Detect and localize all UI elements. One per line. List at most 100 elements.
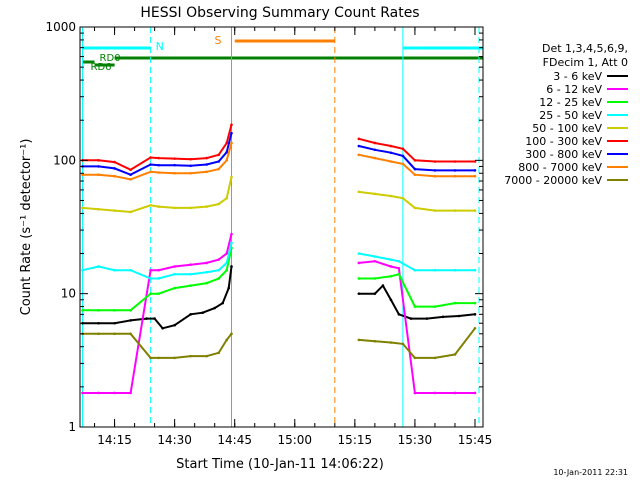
series-point-1 [473,391,477,395]
legend-header-line-2: FDecim 1, Att 0 [543,56,628,69]
series-point-2 [473,301,477,305]
series-point-5 [113,160,116,164]
series-point-3 [230,241,233,245]
series-point-8 [205,354,208,358]
s-label: S [215,34,222,47]
series-point-6 [157,163,160,167]
series-point-5 [389,144,393,148]
series-point-2 [129,309,132,312]
series-point-3 [373,255,377,258]
series-point-3 [205,270,208,274]
series-point-7 [453,174,457,178]
legend-label-0: 3 - 6 keV [553,70,602,83]
series-point-2 [453,301,457,305]
series-point-2 [205,281,208,285]
series-point-4 [453,209,457,212]
series-point-1 [81,391,84,395]
series-point-8 [97,332,100,336]
series-point-1 [97,391,100,395]
series-point-2 [373,277,377,280]
series-point-2 [357,277,361,280]
series-point-4 [205,205,208,208]
series-line-6 [82,132,233,176]
series-point-5 [149,156,152,159]
series-line-8 [358,327,476,359]
series-point-0 [381,284,385,287]
series-point-5 [413,159,417,162]
series-line-4 [82,176,233,214]
series-point-4 [97,207,100,211]
series-point-5 [433,160,437,163]
series-point-1 [453,391,457,395]
series-point-8 [217,351,220,355]
series-point-0 [230,265,233,268]
series-point-7 [413,173,417,177]
series-point-6 [129,173,132,177]
series-point-2 [97,309,100,312]
series-line-4 [358,190,475,212]
series-point-2 [149,292,152,295]
series-point-4 [373,192,377,196]
series-point-4 [230,175,233,179]
series-line-0 [82,266,233,330]
series-point-7 [389,160,393,163]
series-point-4 [157,205,160,208]
series-point-7 [373,156,377,160]
series-point-0 [473,313,477,316]
series-point-5 [357,137,361,141]
series-point-7 [129,178,132,181]
legend-header-line-1: Det 1,3,4,5,6,9, [542,42,628,55]
series-point-8 [413,356,417,360]
series-point-5 [473,160,477,163]
series-point-7 [473,174,477,178]
chart-title: HESSI Observing Summary Count Rates [140,5,419,21]
series-point-0 [409,317,413,320]
series-line-5 [82,124,233,171]
series-point-7 [173,171,176,175]
series-point-2 [389,274,393,278]
series-point-2 [413,305,417,308]
series-line-1 [358,260,475,394]
series-point-6 [473,169,477,172]
series-point-4 [225,196,229,200]
series-point-2 [113,309,116,312]
axes: 14:15 14:30 14:45 15:00 15:15 15:30 15:45 1 10 10… [45,20,492,447]
series-point-8 [149,356,152,360]
legend-label-6: 300 - 800 keV [525,148,602,161]
series-point-1 [225,252,229,255]
rd0-label: RD0 [100,53,121,64]
series-point-7 [225,159,229,162]
series-point-0 [441,315,445,319]
x-tick-label: 14:45 [217,433,252,447]
series-point-3 [97,265,100,268]
series-point-0 [201,311,204,314]
series-point-0 [145,317,148,320]
y-tick-label: 10 [61,287,76,301]
series-line-6 [358,145,475,172]
legend-label-1: 6 - 12 keV [546,83,602,96]
series-point-8 [373,339,377,343]
series-line-7 [82,142,233,181]
series-point-6 [173,163,176,167]
series-point-8 [401,342,405,346]
series-point-6 [217,160,220,163]
series-line-8 [82,332,233,359]
series-point-7 [357,153,361,157]
series-point-4 [113,209,116,212]
series-point-7 [157,171,160,174]
x-tick-label: 15:15 [338,433,373,447]
series-point-1 [373,259,377,263]
legend: Det 1,3,4,5,6,9, FDecim 1, Att 0 3 - 6 k… [504,42,628,187]
series-point-6 [413,167,417,171]
series-line-3 [82,242,233,280]
series-point-1 [189,263,192,266]
series-point-3 [473,268,477,272]
series-point-3 [389,258,393,261]
series-point-7 [189,171,192,175]
series-point-0 [161,326,164,330]
series-point-6 [433,169,437,172]
series-point-5 [217,153,220,157]
series-point-7 [401,162,405,166]
y-tick-label: 1000 [45,20,76,34]
